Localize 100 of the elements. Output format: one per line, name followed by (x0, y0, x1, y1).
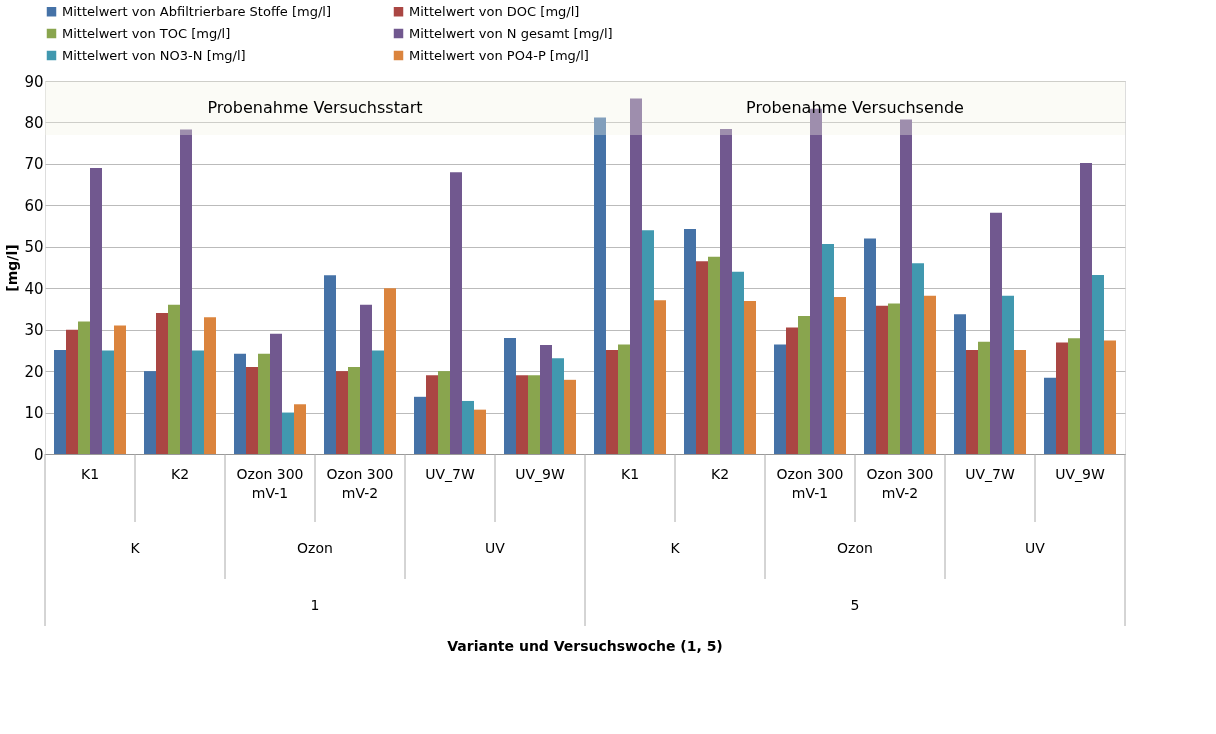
band-label: Probenahme Versuchsende (746, 97, 964, 117)
text: Ozon (297, 540, 333, 556)
x-tick-label: K1 (80, 466, 100, 482)
bar (1104, 340, 1116, 454)
legend-label: Mittelwert von DOC [mg/l] (409, 3, 580, 19)
text: 5 (850, 597, 860, 613)
y-tick-label: 50 (24, 238, 44, 257)
bar (438, 371, 450, 454)
bar (864, 238, 876, 454)
y-tick-label: 90 (24, 72, 44, 91)
bar (360, 304, 372, 454)
bar (156, 313, 168, 454)
bar (66, 329, 78, 454)
bar (204, 317, 216, 454)
bar (912, 263, 924, 454)
bar (384, 288, 396, 454)
bar (114, 325, 126, 454)
bar (246, 366, 258, 454)
bar (798, 315, 810, 454)
bar (90, 168, 102, 454)
bar (1092, 274, 1104, 454)
bar (450, 172, 462, 454)
bar (774, 344, 786, 454)
text: K (130, 540, 141, 556)
bar (1080, 163, 1092, 454)
y-tick-label: 70 (24, 155, 44, 174)
y-tick-label: 0 (33, 445, 44, 464)
bar (1056, 342, 1068, 454)
bar (168, 304, 180, 454)
bar (900, 119, 912, 454)
bar (876, 305, 888, 454)
bar (426, 375, 438, 454)
x-tick-label: UV_9W (515, 466, 565, 482)
bar (954, 314, 966, 454)
bar (270, 333, 282, 454)
x-tick-label: Ozon 300 mV-1 (776, 466, 844, 501)
bar (348, 366, 360, 454)
x-tick-label: Ozon 300 mV-2 (866, 466, 934, 501)
x-tick-label: UV_7W (425, 466, 475, 482)
bar (474, 409, 486, 454)
y-axis-title: [mg/l] (4, 244, 21, 292)
bar (594, 117, 606, 454)
y-tick-label: 20 (24, 362, 44, 381)
text: K (670, 540, 681, 556)
bar (540, 345, 552, 454)
band-label: Probenahme Versuchsstart (207, 97, 423, 117)
bar (1044, 377, 1056, 454)
bar (258, 353, 270, 454)
legend-label: Mittelwert von N gesamt [mg/l] (409, 25, 613, 41)
bar (786, 327, 798, 454)
bar (1068, 338, 1080, 454)
bar (414, 396, 426, 454)
text: 1 (310, 597, 320, 613)
y-tick-label: 80 (24, 113, 44, 132)
bar (504, 337, 516, 454)
bar (516, 375, 528, 454)
x-tick-label: K1 (620, 466, 640, 482)
bar (822, 243, 834, 454)
bar (192, 350, 204, 454)
bar (708, 256, 720, 454)
bar (552, 358, 564, 454)
bar (462, 400, 474, 454)
bar (54, 349, 66, 454)
bar (282, 412, 294, 454)
x-tick-label: K2 (170, 466, 190, 482)
bar (180, 129, 192, 454)
bar (642, 230, 654, 454)
bar (696, 261, 708, 454)
bar (372, 350, 384, 454)
x-tick-label: K2 (710, 466, 730, 482)
bar (978, 341, 990, 454)
bar (630, 98, 642, 454)
bar (654, 300, 666, 454)
bar (966, 349, 978, 454)
y-tick-label: 30 (24, 321, 44, 340)
bar (618, 344, 630, 454)
x-tick-label: UV_7W (965, 466, 1015, 482)
bar (324, 275, 336, 454)
x-tick-label: UV_9W (1055, 466, 1105, 482)
legend-label: Mittelwert von PO4-P [mg/l] (409, 47, 589, 63)
bar (102, 350, 114, 454)
bar (606, 349, 618, 454)
x-tick-label: Ozon 300 mV-1 (236, 466, 304, 501)
legend-label: Mittelwert von TOC [mg/l] (62, 25, 231, 41)
bar (924, 295, 936, 454)
text: Variante und Versuchswoche (1, 5) (447, 638, 723, 654)
bar (990, 212, 1002, 454)
bar (720, 129, 732, 454)
y-tick-label: 40 (24, 279, 44, 298)
bar (1014, 349, 1026, 454)
legend-label: Mittelwert von Abfiltrierbare Stoffe [mg/l] (62, 3, 332, 19)
bar (744, 301, 756, 454)
bar (336, 371, 348, 454)
bar (144, 371, 156, 454)
bar (1002, 295, 1014, 454)
bar (732, 271, 744, 454)
legend-label: Mittelwert von NO3-N [mg/l] (62, 47, 246, 63)
y-tick-label: 60 (24, 196, 44, 215)
bar (888, 303, 900, 454)
bar (834, 296, 846, 454)
